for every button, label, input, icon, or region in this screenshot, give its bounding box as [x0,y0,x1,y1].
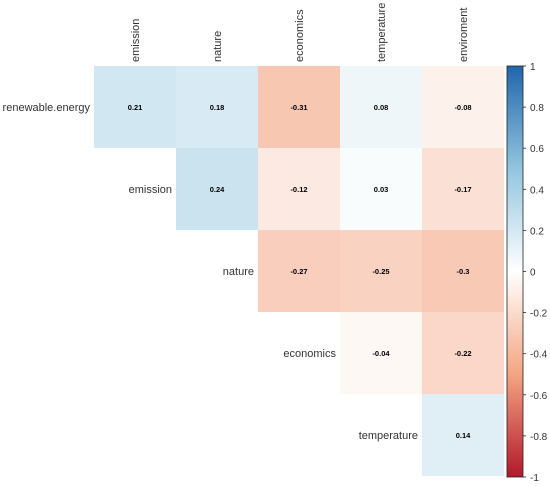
colorbar-tick-label: 0 [530,268,536,279]
colorbar-tick-label: -0.6 [530,391,548,402]
cell-value-label: -0.22 [454,349,471,358]
colorbar-gradient [506,65,524,478]
row-label-emission: emission [129,184,172,196]
cell-value-label: 0.03 [374,185,389,194]
heatmap-cell [258,66,340,148]
cell-value-label: -0.27 [290,267,307,276]
cell-value-label: -0.3 [457,267,470,276]
column-label-economics: economics [294,9,306,62]
colorbar-tick-label: -1 [530,473,539,484]
colorbar-tick-label: -0.4 [530,350,548,361]
colorbar-tick-label: 1 [530,62,536,73]
colorbar-tick-label: -0.8 [530,432,548,443]
row-label-economics: economics [283,348,336,360]
column-label-enviroment: enviroment [458,8,470,62]
colorbar-tick-label: 0.4 [530,185,544,196]
row-label-nature: nature [223,266,254,278]
cell-value-label: 0.24 [210,185,225,194]
heatmap-cell [340,148,422,230]
heatmap-cell [258,148,340,230]
heatmap-cell [340,66,422,148]
cell-value-label: -0.04 [372,349,390,358]
heatmap-cell [422,66,504,148]
cell-value-label: -0.25 [372,267,389,276]
heatmap-cell [422,394,504,476]
colorbar-tick-label: 0.2 [530,226,544,237]
row-label-temperature: temperature [359,430,418,442]
colorbar: 1 0.8 0.6 0.4 0.2 0 -0.2 -0.4 -0.6 -0.8 -1 [506,62,548,484]
heatmap-cell [258,230,340,312]
cell-value-label: -0.12 [290,185,307,194]
column-label-nature: nature [212,31,224,62]
row-label-renewable-energy: renewable.energy [3,102,91,114]
heatmap-cell [422,230,504,312]
cell-value-label: 0.14 [456,431,471,440]
cell-value-label: 0.21 [128,103,143,112]
cell-value-label: -0.17 [454,185,471,194]
heatmap-cell [176,148,258,230]
colorbar-tick-label: 0.6 [530,144,544,155]
heatmap-cell [340,312,422,394]
heatmap-cell [422,148,504,230]
heatmap-cell [422,312,504,394]
colorbar-tick-label: 0.8 [530,103,544,114]
heatmap-cell [176,66,258,148]
heatmap-cell [340,230,422,312]
column-label-temperature: temperature [376,3,388,62]
column-label-emission: emission [130,19,142,62]
cell-value-label: -0.31 [290,103,307,112]
row-labels: renewable.energy emission nature economics t… [3,102,418,442]
cell-value-label: 0.18 [210,103,225,112]
colorbar-tick-label: -0.2 [530,309,548,320]
heatmap-cells: 0.21 0.18 -0.31 0.08 -0.08 0.24 -0.12 0.03 -0.17… [94,66,504,476]
cell-value-label: 0.08 [374,103,389,112]
heatmap-cell [94,66,176,148]
cell-value-label: -0.08 [454,103,471,112]
column-labels: emission nature economics temperature enviro… [130,3,470,62]
